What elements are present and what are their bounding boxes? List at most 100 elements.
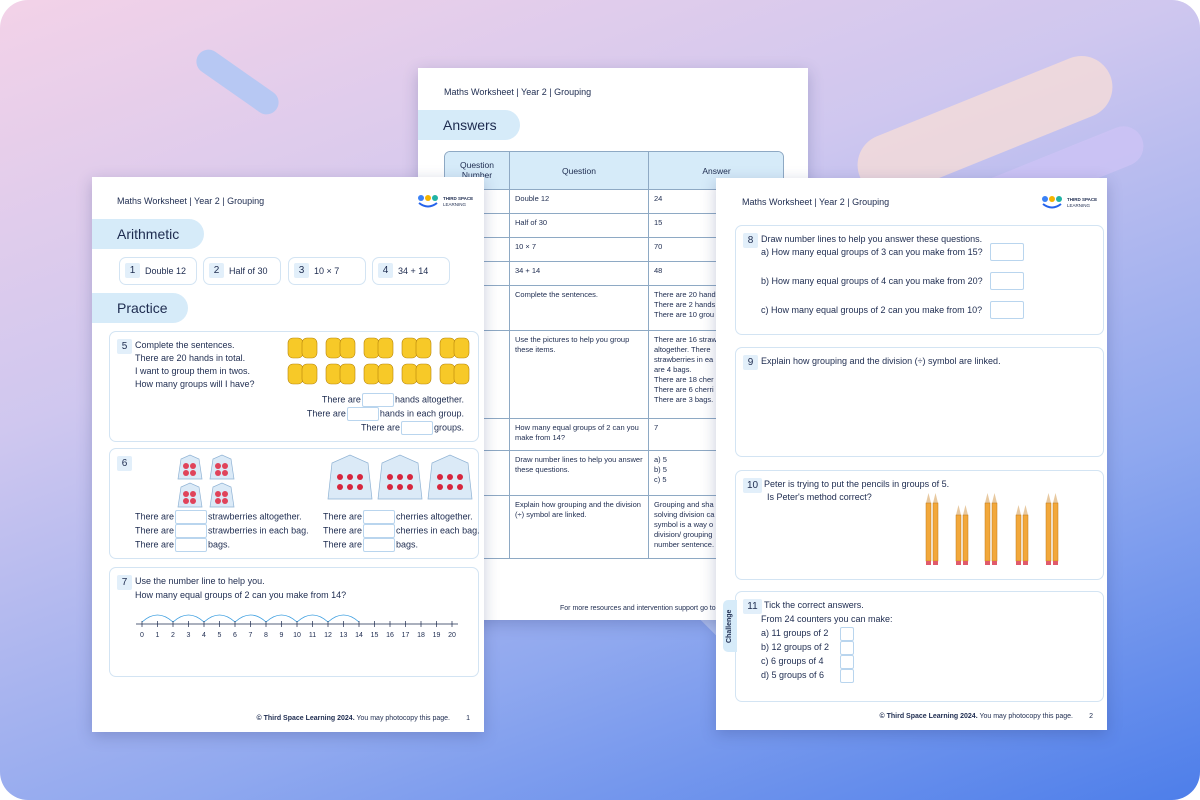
question-text: I want to group them in twos.	[135, 366, 251, 376]
tick-label: 4	[202, 632, 206, 639]
hand	[377, 363, 394, 385]
option-text: c) 6 groups of 4	[761, 656, 824, 666]
illustration	[287, 337, 470, 385]
answer-line: There are 3 bags.	[654, 395, 714, 404]
tick-label: 8	[264, 632, 268, 639]
strawberry	[222, 463, 228, 469]
sentence-end: bags.	[396, 539, 419, 550]
strawberry	[190, 463, 196, 469]
question-box: 5 Complete the sentences. There are 20 han…	[109, 331, 479, 442]
section-tab: Answers	[418, 110, 520, 140]
question-box: 10 Peter is trying to put the pencils in …	[735, 470, 1104, 580]
question-text: How many groups will I have?	[135, 379, 255, 389]
pencil-eraser	[1053, 561, 1058, 565]
sentence-start: There are	[135, 539, 175, 550]
cherry	[387, 484, 393, 490]
sentence-start: There are	[306, 408, 346, 419]
sentence-end: cherries altogether.	[396, 511, 473, 522]
question-text: Is Peter's method correct?	[767, 492, 872, 502]
hand	[287, 363, 304, 385]
question-number: 9	[743, 355, 758, 370]
sentence-end: bags.	[208, 539, 231, 550]
cherry	[347, 484, 353, 490]
option-text: a) 11 groups of 2	[761, 628, 829, 638]
answer-sentence: There are bags.	[135, 538, 230, 552]
question-number: 7	[117, 575, 132, 590]
pencil	[1022, 514, 1029, 562]
answer-sentence: There are cherries altogether.	[323, 510, 473, 524]
question-number: 6	[117, 456, 132, 471]
strawberry	[222, 498, 228, 504]
question-text: Peter is trying to put the pencils in gr…	[764, 479, 950, 489]
strawberry-bag	[177, 482, 203, 508]
pencil-tip	[1016, 505, 1021, 515]
cherry	[347, 474, 353, 480]
question-box: 9 Explain how grouping and the division (…	[735, 347, 1104, 457]
answer-box	[990, 272, 1024, 290]
pencil	[1052, 502, 1059, 562]
logo-text: LEARNING	[1067, 203, 1091, 208]
answer-line: There are 18 cher	[654, 375, 714, 384]
pencil-eraser	[926, 561, 931, 565]
pencil-eraser	[1016, 561, 1021, 565]
answer-line: a) 5	[654, 455, 667, 464]
pencil-tip	[992, 493, 997, 503]
pencil-eraser	[963, 561, 968, 565]
answer-sentence: There are strawberries altogether.	[135, 510, 302, 524]
pencil	[1045, 502, 1052, 562]
cherry	[457, 484, 463, 490]
strawberry	[190, 470, 196, 476]
logo-smile	[418, 202, 438, 208]
question-number: 1	[125, 263, 140, 278]
answer-line: 24	[654, 194, 663, 203]
answer-line: There are 6 cherri	[654, 385, 714, 394]
copyright: © Third Space Learning 2024.	[256, 715, 355, 722]
tick-label: 18	[417, 632, 425, 639]
question-text: From 24 counters you can make:	[761, 614, 893, 624]
question-number: 2	[209, 263, 224, 278]
hand	[401, 363, 418, 385]
answer-line: c) 5	[654, 475, 667, 484]
answer-line: Grouping and sha	[654, 500, 714, 509]
tick-label: 11	[309, 632, 316, 639]
tick-box	[840, 627, 854, 641]
tick-label: 7	[249, 632, 253, 639]
hand	[287, 337, 304, 359]
answer-line: 15	[654, 218, 663, 227]
question-text: There are 20 hands in total.	[135, 353, 246, 363]
pencil-eraser	[985, 561, 990, 565]
sentence-start: There are	[135, 525, 175, 536]
illustration	[925, 493, 1059, 565]
question-text: Tick the correct answers.	[764, 600, 864, 610]
footer-note: You may photocopy this page.	[979, 713, 1073, 720]
cherry	[457, 474, 463, 480]
logo-dot	[1042, 196, 1048, 202]
question-text: Draw number lines to help you answer the…	[761, 234, 983, 244]
answer-line: number sentence.	[654, 540, 715, 549]
answer-box	[363, 510, 396, 524]
answer-sentence: There are groups.	[361, 421, 464, 435]
answer-box	[346, 407, 379, 421]
illustration: 0 1 2 3 4 5 6 7 8 9 10 11 12 13 14 15 16 17 18 19 20	[136, 614, 458, 639]
page-footer: For more resources and intervention supp…	[560, 605, 716, 612]
sentence-end: strawberries in each bag.	[208, 525, 309, 536]
cherry	[337, 484, 343, 490]
logo-smile	[1042, 203, 1062, 209]
footer: © Third Space Learning 2024. You may pho…	[257, 713, 451, 725]
pencil-eraser	[992, 561, 997, 565]
answer-box	[361, 393, 394, 407]
pencil	[962, 514, 969, 562]
cherry	[407, 484, 413, 490]
tick-label: 19	[433, 632, 441, 639]
jump-arc	[172, 614, 205, 623]
cherry	[447, 474, 453, 480]
question-cell: Half of 30	[510, 214, 649, 238]
pencil-tip	[926, 493, 931, 503]
logo-dot	[432, 195, 438, 201]
tick-label: 13	[340, 632, 348, 639]
pencil-tip	[956, 505, 961, 515]
jump-arc	[327, 614, 360, 623]
